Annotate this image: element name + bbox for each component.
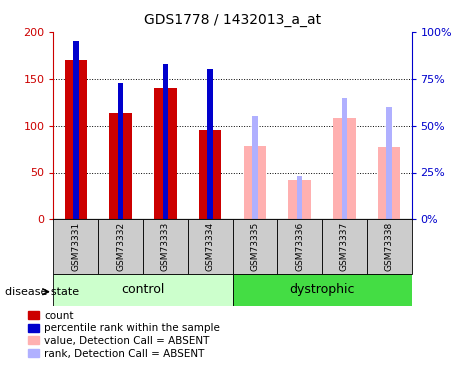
Text: GDS1778 / 1432013_a_at: GDS1778 / 1432013_a_at [144, 13, 321, 27]
Bar [143, 219, 188, 274]
Bar [367, 219, 412, 274]
Bar [154, 88, 177, 219]
Bar [188, 219, 232, 274]
Text: GSM73332: GSM73332 [116, 222, 125, 271]
Text: GSM73336: GSM73336 [295, 222, 304, 271]
Text: control: control [121, 283, 165, 296]
Bar [163, 64, 168, 219]
Legend: count, percentile rank within the sample, value, Detection Call = ABSENT, rank, : count, percentile rank within the sample… [28, 311, 220, 358]
Bar [199, 130, 221, 219]
Bar [232, 219, 277, 274]
Text: GSM73335: GSM73335 [250, 222, 259, 271]
Bar [232, 274, 412, 306]
Bar [252, 116, 258, 219]
Bar [98, 219, 143, 274]
Bar [342, 98, 347, 219]
Text: GSM73337: GSM73337 [340, 222, 349, 271]
Text: GSM73331: GSM73331 [71, 222, 80, 271]
Bar [277, 219, 322, 274]
Bar [244, 146, 266, 219]
Text: GSM73333: GSM73333 [161, 222, 170, 271]
Bar [109, 113, 132, 219]
Bar [297, 176, 302, 219]
Bar [288, 180, 311, 219]
Bar [73, 41, 79, 219]
Bar [333, 118, 356, 219]
Text: GSM73338: GSM73338 [385, 222, 394, 271]
Text: disease state: disease state [5, 287, 79, 297]
Bar [65, 60, 87, 219]
Bar [386, 107, 392, 219]
Bar [378, 147, 400, 219]
Bar [53, 274, 232, 306]
Bar [207, 69, 213, 219]
Bar [53, 219, 98, 274]
Text: GSM73334: GSM73334 [206, 222, 215, 271]
Text: dystrophic: dystrophic [289, 283, 355, 296]
Bar [322, 219, 367, 274]
Bar [118, 82, 123, 219]
